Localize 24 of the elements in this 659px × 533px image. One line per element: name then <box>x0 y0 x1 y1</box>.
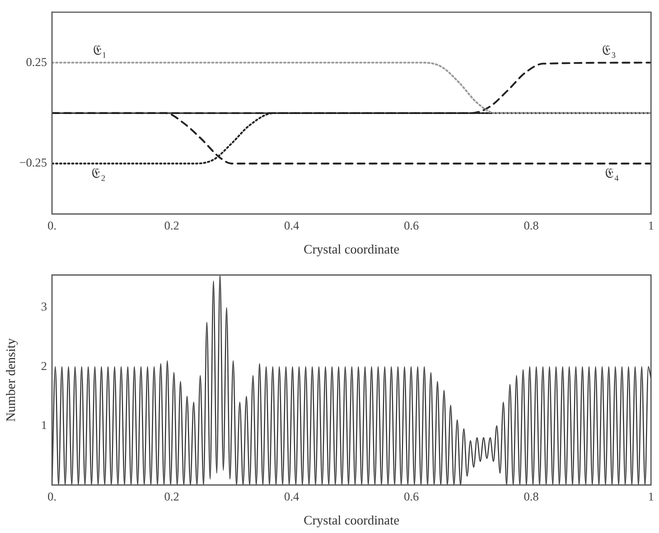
annotation: 𝔈₃ <box>602 44 616 60</box>
y-tick-label: 2 <box>41 358 47 373</box>
annotation: 𝔈₄ <box>605 166 619 183</box>
y-axis-title: Number density <box>3 338 18 422</box>
x-tick-label: 1 <box>648 489 654 504</box>
x-tick-label: 0.2 <box>164 489 180 504</box>
y-tick-label: 3 <box>41 300 47 314</box>
x-tick-label: 1 <box>648 218 654 232</box>
x-tick-label: 0. <box>48 218 56 232</box>
annotation: 𝔈₂ <box>92 166 106 183</box>
x-axis-title: Crystal coordinate <box>304 242 400 257</box>
y-tick-label: −0.25 <box>19 156 47 170</box>
y-tick-label: 0.25 <box>26 54 47 69</box>
x-tick-label: 0.6 <box>404 489 419 504</box>
y-tick-label: 1 <box>41 418 47 432</box>
x-tick-label: 0.6 <box>404 218 419 232</box>
x-tick-label: 0. <box>48 489 56 504</box>
x-tick-label: 0.2 <box>164 218 180 232</box>
x-tick-label: 0.4 <box>284 489 300 504</box>
x-tick-label: 0.4 <box>284 218 300 232</box>
x-axis-title: Crystal coordinate <box>304 512 400 528</box>
x-tick-label: 0.8 <box>524 218 539 232</box>
x-tick-label: 0.8 <box>524 489 539 504</box>
annotation: 𝔈₁ <box>92 44 107 60</box>
